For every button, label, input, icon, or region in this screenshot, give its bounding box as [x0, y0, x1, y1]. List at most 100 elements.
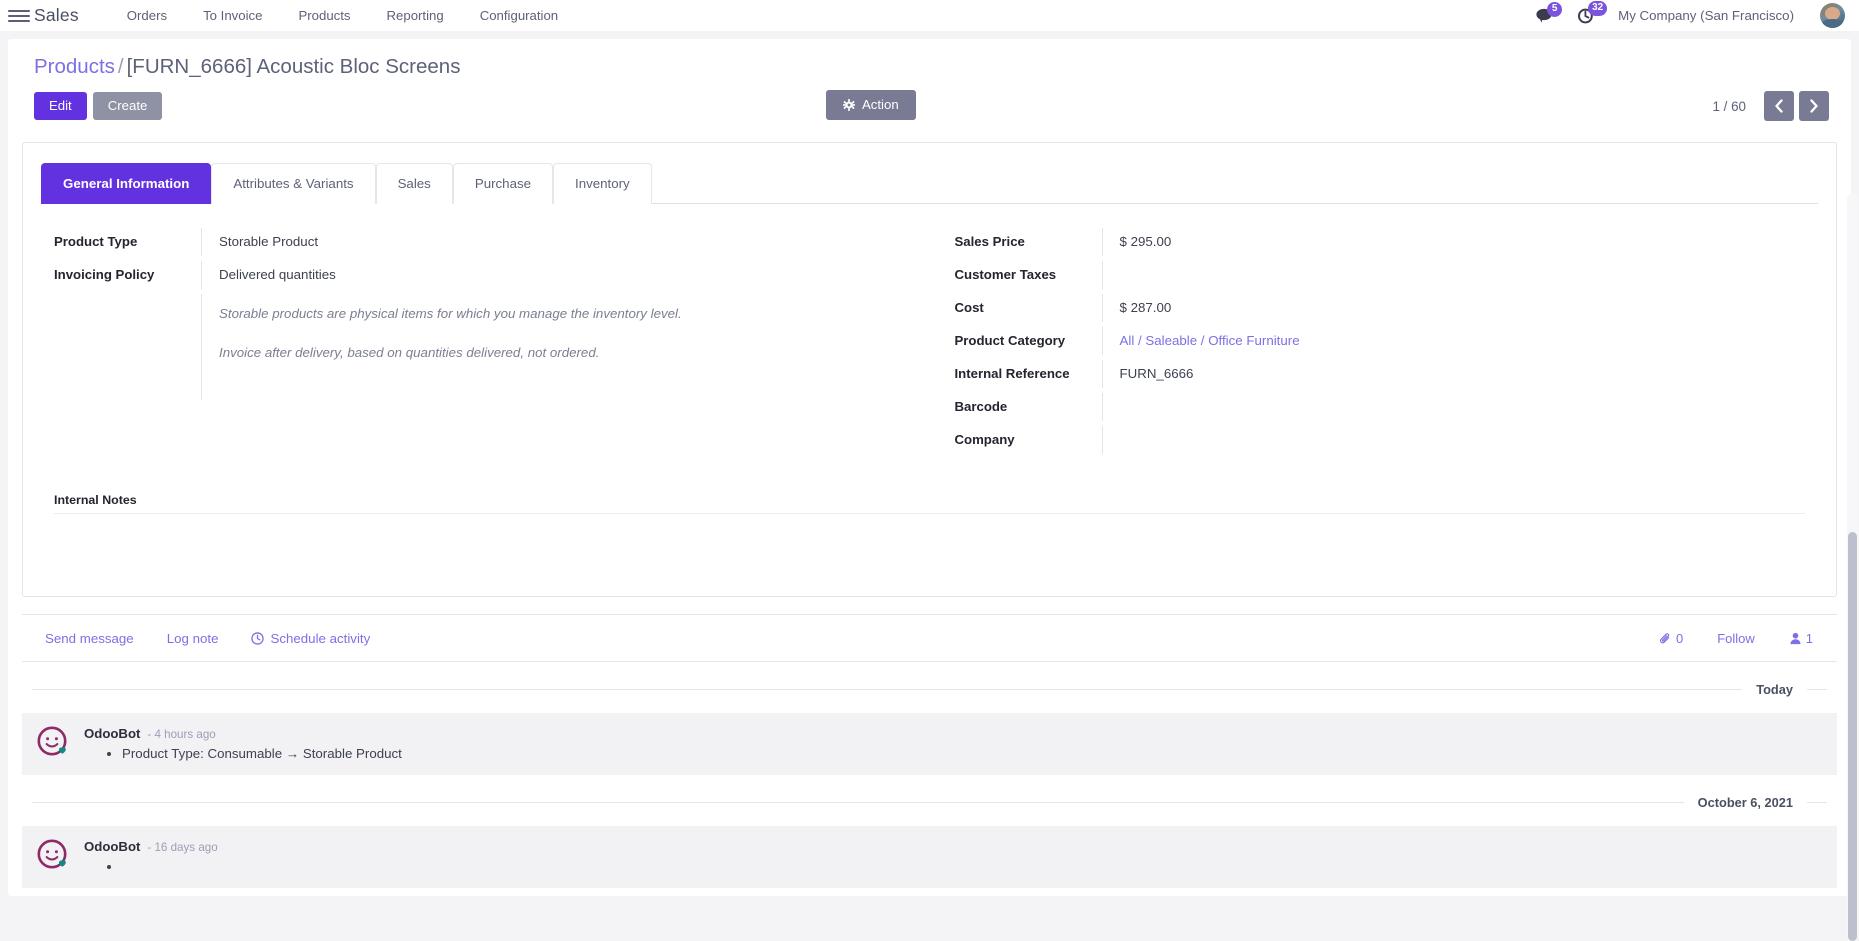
field-label-internal-reference: Internal Reference: [954, 366, 1070, 381]
menu-item-orders[interactable]: Orders: [126, 8, 168, 23]
field-value-product-type[interactable]: Storable Product: [201, 228, 904, 256]
scrollbar-thumb[interactable]: [1848, 532, 1857, 941]
notebook-tabs: General Information Attributes & Variant…: [41, 163, 1818, 204]
hint-text-product-type: Storable products are physical items for…: [201, 294, 904, 333]
tab-sales[interactable]: Sales: [375, 163, 453, 204]
menu-item-products[interactable]: Products: [298, 8, 351, 23]
avatar[interactable]: [1820, 3, 1845, 28]
breadcrumb: Products / [FURN_6666] Acoustic Bloc Scree…: [34, 55, 1829, 79]
activities-button[interactable]: 32: [1577, 1, 1608, 24]
action-button[interactable]: Action: [826, 90, 916, 121]
field-value-company[interactable]: [1101, 426, 1793, 454]
field-label-sales-price: Sales Price: [954, 234, 1025, 249]
field-barcode: Barcode: [942, 393, 1793, 426]
company-switcher[interactable]: My Company (San Francisco): [1618, 8, 1794, 23]
odoobot-avatar: [36, 838, 70, 872]
pager-next-button[interactable]: [1799, 91, 1829, 121]
message-body: OdooBot - 4 hours ago Product Type: Cons…: [84, 725, 1823, 761]
date-separator-today: Today: [22, 662, 1837, 713]
field-product-type: Product Type Storable Product: [41, 228, 904, 261]
schedule-activity-button[interactable]: Schedule activity: [251, 631, 370, 646]
followers-button[interactable]: 1: [1789, 631, 1813, 646]
breadcrumb-products[interactable]: Products: [34, 55, 115, 78]
pager-previous-button[interactable]: [1764, 91, 1794, 121]
chatter-toolbar: Send message Log note Schedule activity …: [22, 615, 1837, 662]
message-timestamp: - 4 hours ago: [147, 728, 216, 741]
field-value-product-category-cell: All / Saleable / Office Furniture: [1101, 327, 1793, 355]
send-message-button[interactable]: Send message: [45, 631, 134, 646]
form-column-right: Sales Price $ 295.00 Customer Taxes Cost…: [930, 228, 1819, 459]
message-content: [84, 859, 1823, 874]
field-label-barcode: Barcode: [954, 399, 1008, 414]
pager-count: 1 / 60: [1712, 98, 1746, 114]
menu-item-reporting[interactable]: Reporting: [386, 8, 444, 23]
main-menu: Orders To Invoice Products Reporting Con…: [109, 4, 576, 27]
page-title: [FURN_6666] Acoustic Bloc Screens: [126, 55, 461, 78]
follow-button[interactable]: Follow: [1717, 631, 1755, 646]
chevron-right-icon: [1810, 99, 1818, 113]
app-brand-sales[interactable]: Sales: [34, 5, 79, 25]
message-tracking-item: [122, 859, 1823, 874]
activities-badge: 32: [1588, 1, 1608, 16]
odoobot-avatar: [36, 725, 70, 759]
filler-spacer: [41, 372, 201, 384]
message-header: OdooBot - 16 days ago: [84, 839, 1823, 854]
action-button-label: Action: [862, 97, 899, 112]
tab-purchase[interactable]: Purchase: [452, 163, 554, 204]
field-value-customer-taxes[interactable]: [1101, 261, 1793, 289]
internal-notes-block: Internal Notes: [41, 493, 1818, 574]
attachments-count: 0: [1675, 631, 1684, 646]
field-value-sales-price[interactable]: $ 295.00: [1101, 228, 1793, 256]
field-label-invoicing-policy: Invoicing Policy: [54, 267, 155, 282]
date-separator-line-right-2: [1807, 802, 1827, 803]
navbar-right: 5 32 My Company (San Francisco): [1536, 1, 1845, 28]
date-separator-line-left-2: [32, 802, 1684, 803]
date-separator-line-right: [1807, 689, 1827, 690]
hint-text-invoicing-policy: Invoice after delivery, based on quantit…: [201, 333, 904, 372]
schedule-activity-label: Schedule activity: [270, 631, 371, 646]
field-label-customer-taxes: Customer Taxes: [954, 267, 1057, 282]
field-value-product-category[interactable]: All / Saleable / Office Furniture: [1119, 333, 1300, 348]
hint-spacer-1: [41, 294, 201, 306]
date-separator-october-6-2021: October 6, 2021: [22, 775, 1837, 826]
chatter: Send message Log note Schedule activity …: [22, 614, 1837, 888]
menu-item-configuration[interactable]: Configuration: [479, 8, 559, 23]
field-product-category: Product Category All / Saleable / Office…: [942, 327, 1793, 360]
log-note-button[interactable]: Log note: [166, 631, 219, 646]
paperclip-icon: [1659, 633, 1670, 644]
field-internal-reference: Internal Reference FURN_6666: [942, 360, 1793, 393]
left-column-filler: [41, 372, 904, 405]
edit-button[interactable]: Edit: [34, 91, 87, 121]
date-separator-label-today: Today: [1756, 682, 1793, 697]
create-button[interactable]: Create: [92, 91, 163, 121]
hamburger-icon[interactable]: [8, 6, 30, 26]
message-item: OdooBot - 4 hours ago Product Type: Cons…: [22, 713, 1837, 775]
message-timestamp: - 16 days ago: [147, 841, 218, 854]
field-value-barcode[interactable]: [1101, 393, 1793, 421]
breadcrumb-separator: /: [117, 55, 124, 78]
tab-inventory[interactable]: Inventory: [553, 163, 652, 204]
field-value-cost[interactable]: $ 287.00: [1101, 294, 1793, 322]
message-content: Product Type: Consumable → Storable Prod…: [84, 746, 1823, 761]
messages-button[interactable]: 5: [1536, 1, 1563, 24]
field-sales-price: Sales Price $ 295.00: [942, 228, 1793, 261]
date-separator-line-left: [32, 689, 1743, 690]
message-body: OdooBot - 16 days ago: [84, 838, 1823, 874]
form-columns: Product Type Storable Product Invoicing …: [41, 204, 1818, 459]
field-label-cost: Cost: [954, 300, 984, 315]
menu-item-to-invoice[interactable]: To Invoice: [203, 8, 263, 23]
attachments-button[interactable]: 0: [1659, 631, 1683, 646]
field-value-invoicing-policy[interactable]: Delivered quantities: [201, 261, 904, 289]
field-label-product-type: Product Type: [54, 234, 138, 249]
filler-value: [201, 372, 904, 400]
field-value-internal-reference[interactable]: FURN_6666: [1101, 360, 1793, 388]
field-invoicing-policy: Invoicing Policy Delivered quantities: [41, 261, 904, 294]
field-company: Company: [942, 426, 1793, 459]
vertical-scrollbar[interactable]: [1847, 194, 1858, 941]
internal-notes-field[interactable]: [54, 514, 1805, 574]
tab-attributes-variants[interactable]: Attributes & Variants: [211, 163, 376, 204]
message-header: OdooBot - 4 hours ago: [84, 726, 1823, 741]
tab-general-information[interactable]: General Information: [41, 163, 212, 204]
internal-notes-label: Internal Notes: [54, 493, 1805, 514]
hint-invoicing-policy: Invoice after delivery, based on quantit…: [41, 333, 904, 372]
